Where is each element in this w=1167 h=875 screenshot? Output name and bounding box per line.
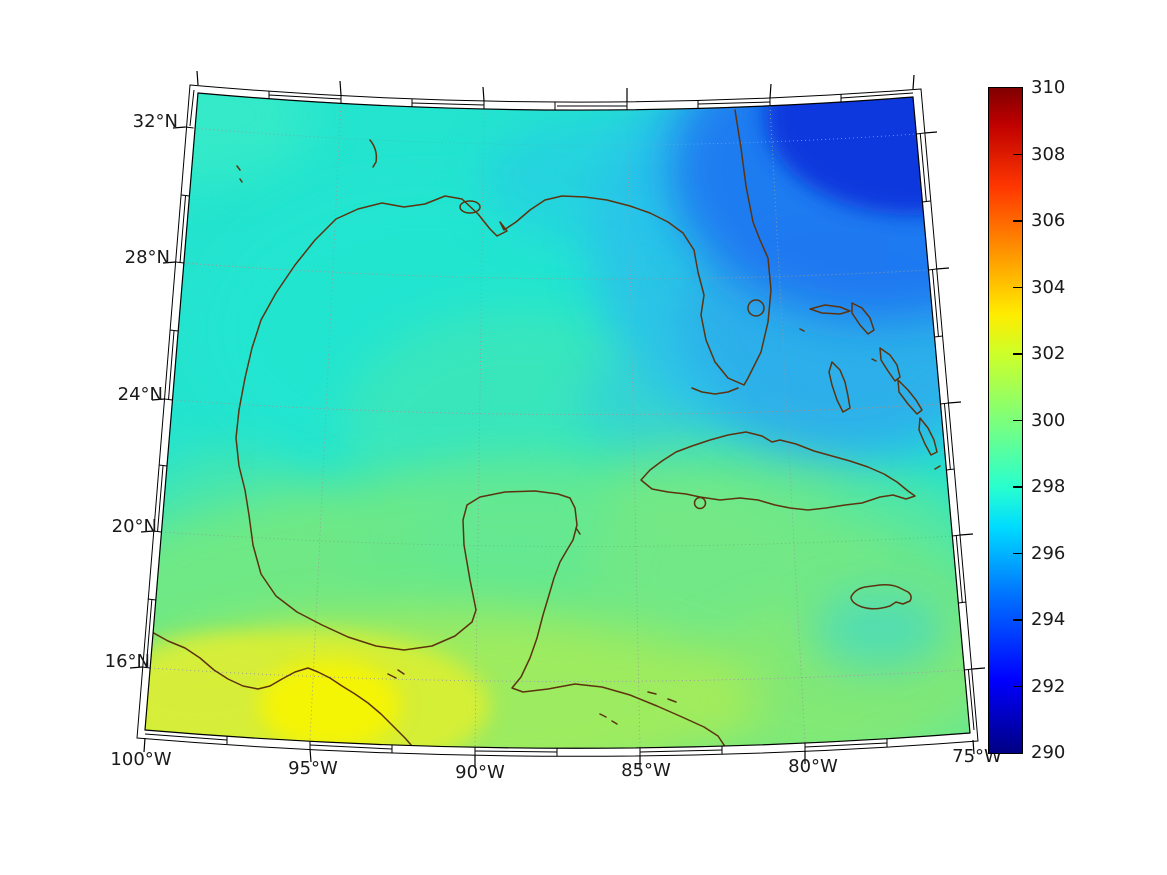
jamaica — [850, 584, 912, 610]
bahamas-long-island — [918, 417, 938, 456]
colorbar-tickmark — [1013, 552, 1022, 555]
colorbar-tickmark — [1013, 153, 1022, 156]
colorbar — [988, 87, 1023, 754]
lon-tick-label-85w: 85°W — [621, 760, 671, 781]
parallel-28n — [183, 262, 929, 280]
florida-keys — [691, 387, 739, 395]
meridian-95w — [309, 102, 342, 742]
colorbar-tickmark — [1013, 486, 1022, 488]
bahamas-abaco — [851, 302, 875, 335]
coastlines — [149, 109, 941, 749]
colorbar-tickmark — [1013, 619, 1022, 621]
bahamas-andros — [828, 361, 851, 413]
parallel-16n — [150, 667, 965, 682]
lake-pontchartrain — [459, 200, 481, 214]
texas-lake — [369, 139, 378, 168]
lat-tick-label-32n: 32°N — [132, 111, 178, 132]
lon-tick-label-95w: 95°W — [288, 758, 338, 779]
colorbar-label-298: 298 — [1031, 476, 1066, 497]
graticule — [150, 102, 965, 749]
bahamas-eleuthera — [879, 347, 901, 382]
colorbar-label-294: 294 — [1031, 609, 1066, 630]
colorbar-label-296: 296 — [1031, 543, 1066, 564]
colorbar-tickmark — [1013, 353, 1022, 355]
coast-mainland — [235, 109, 772, 749]
lon-tick-label-80w: 80°W — [788, 756, 838, 777]
colorbar-label-306: 306 — [1031, 210, 1066, 231]
colorbar-tickmark — [1013, 685, 1022, 688]
map-frame — [129, 70, 986, 768]
lake-okeechobee — [747, 299, 765, 317]
bahamas-exuma — [897, 379, 923, 415]
lon-tick-label-90w: 90°W — [455, 762, 505, 783]
lat-tick-label-28n: 28°N — [124, 247, 170, 268]
colorbar-tickmark — [1013, 220, 1022, 222]
isla-juventud — [693, 496, 707, 510]
lat-tick-label-16n: 16°N — [104, 651, 150, 672]
colorbar-tickmark — [1013, 286, 1022, 289]
frame-ticks — [129, 70, 986, 768]
lon-tick-label-100w: 100°W — [110, 749, 172, 770]
colorbar-label-292: 292 — [1031, 676, 1066, 697]
frame-doubled-cells — [144, 89, 975, 753]
colorbar-label-290: 290 — [1031, 742, 1066, 763]
colorbar-label-300: 300 — [1031, 410, 1066, 431]
colorbar-label-302: 302 — [1031, 343, 1066, 364]
lat-tick-label-20n: 20°N — [111, 516, 157, 537]
bahamas-grand-bahama — [809, 304, 851, 315]
colorbar-label-304: 304 — [1031, 277, 1066, 298]
colorbar-label-310: 310 — [1031, 77, 1066, 98]
coast-pacific-mexico — [149, 630, 413, 747]
small-islands — [236, 165, 941, 725]
parallel-24n — [172, 399, 941, 416]
frame-inner-edge — [144, 92, 971, 749]
colorbar-tickmark — [1013, 419, 1022, 422]
colorbar-label-308: 308 — [1031, 144, 1066, 165]
parallel-32n — [193, 127, 917, 146]
lat-tick-label-24n: 24°N — [117, 384, 163, 405]
frame-outer-edge — [136, 84, 979, 757]
coast-cuba — [640, 431, 916, 511]
